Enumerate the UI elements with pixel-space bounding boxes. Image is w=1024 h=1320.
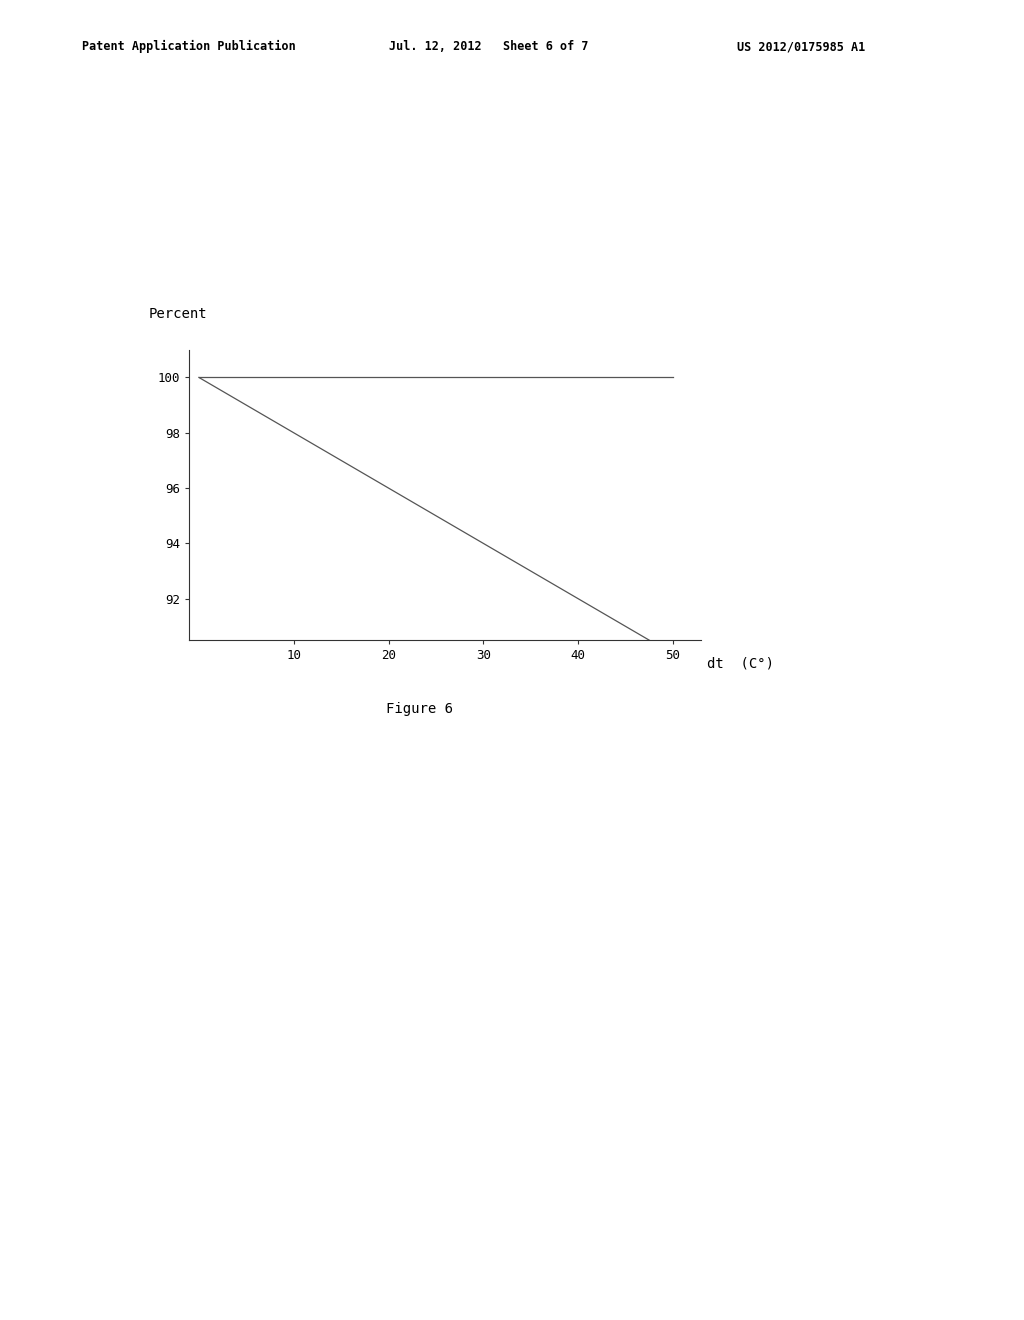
Text: Jul. 12, 2012   Sheet 6 of 7: Jul. 12, 2012 Sheet 6 of 7 bbox=[389, 40, 589, 53]
Text: Patent Application Publication: Patent Application Publication bbox=[82, 40, 296, 53]
Text: US 2012/0175985 A1: US 2012/0175985 A1 bbox=[737, 40, 865, 53]
Text: dt  (C°): dt (C°) bbox=[707, 656, 773, 671]
Text: Percent: Percent bbox=[148, 306, 207, 321]
Text: Figure 6: Figure 6 bbox=[386, 702, 454, 715]
